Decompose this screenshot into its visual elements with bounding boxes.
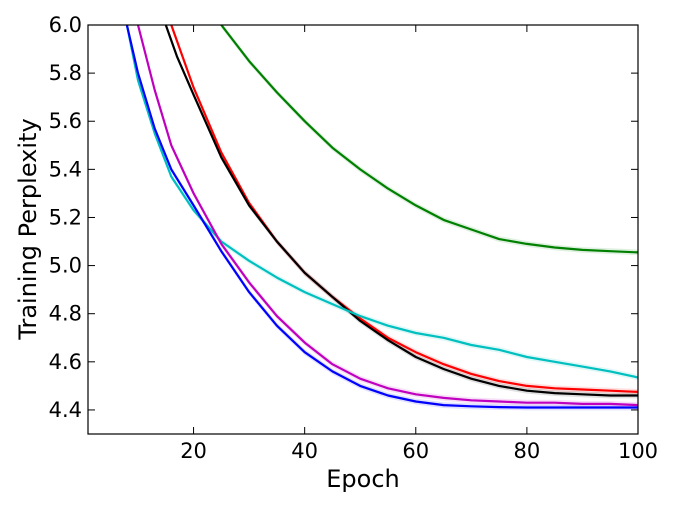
y-axis-ticks: 4.4 4.6 4.8 5.0 5.2 5.4 5.6 5.8 6.0	[49, 13, 638, 422]
series-band-6	[126, 25, 638, 411]
y-tick-label: 5.4	[49, 157, 82, 181]
x-tick-label: 40	[291, 439, 318, 463]
series-line-2	[170, 25, 638, 393]
x-tick-label: 60	[402, 439, 429, 463]
series-line-3	[164, 25, 638, 397]
x-axis-label: Epoch	[326, 465, 400, 493]
y-tick-label: 4.8	[49, 302, 82, 326]
x-axis-ticks: 20 40 60 80 100	[180, 25, 658, 463]
series-band-4	[126, 25, 638, 381]
y-tick-label: 4.6	[49, 350, 82, 374]
x-tick-label: 80	[514, 439, 541, 463]
series-band-1	[221, 25, 638, 256]
y-tick-label: 6.0	[49, 13, 82, 37]
series-lines	[125, 25, 638, 409]
series-band-2	[171, 25, 638, 395]
plot-frame	[87, 24, 639, 435]
y-tick-label: 5.8	[49, 61, 82, 85]
x-tick-label: 20	[180, 439, 207, 463]
series-band-3	[165, 25, 638, 399]
y-axis-label: Training Perplexity	[14, 118, 42, 340]
series-line-4	[125, 25, 638, 379]
y-tick-label: 5.0	[49, 254, 82, 278]
series-confidence-bands	[126, 25, 638, 411]
series-band-5	[138, 25, 638, 408]
series-line-1	[220, 25, 638, 254]
y-tick-label: 5.6	[49, 109, 82, 133]
series-line-6	[125, 25, 638, 409]
x-tick-label: 100	[618, 439, 658, 463]
series-line-5	[136, 25, 638, 407]
y-tick-label: 4.4	[49, 398, 82, 422]
y-tick-label: 5.2	[49, 205, 82, 229]
